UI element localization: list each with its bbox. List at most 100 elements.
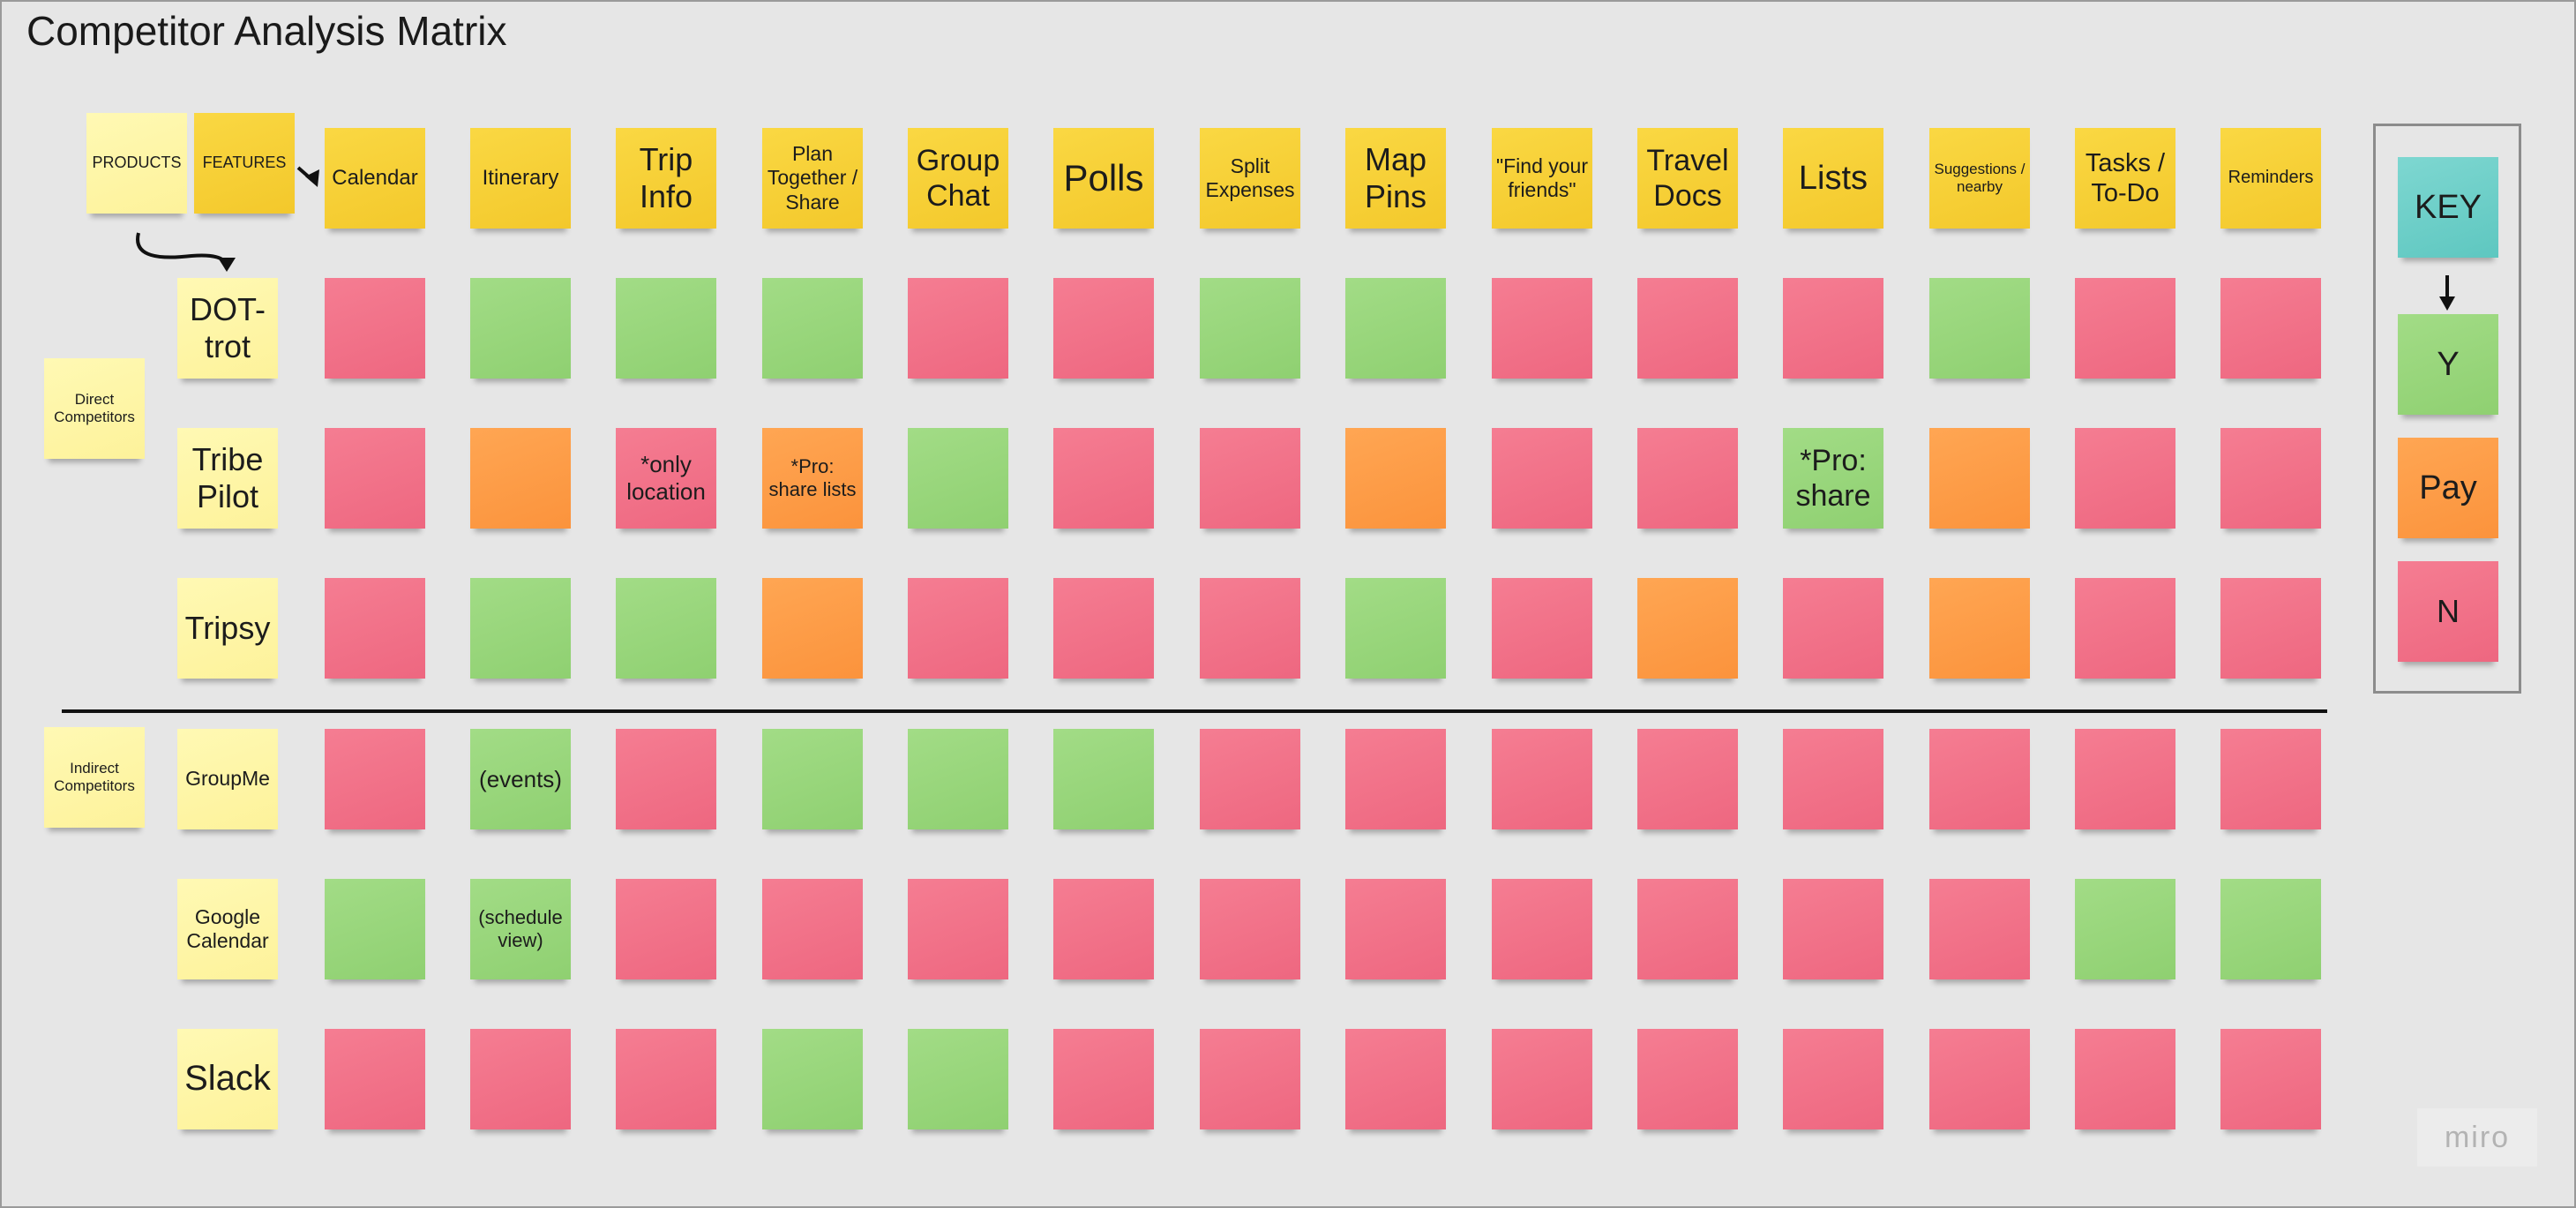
matrix-cell-groupme-trip-info[interactable]	[616, 729, 716, 829]
product-note-tribe-pilot[interactable]: Tribe Pilot	[177, 428, 278, 529]
matrix-cell-tribe-pilot-calendar[interactable]	[325, 428, 425, 529]
matrix-cell-tripsy-split-expenses[interactable]	[1200, 578, 1300, 679]
feature-header-plan-together-share[interactable]: Plan Together / Share	[762, 128, 863, 229]
matrix-cell-google-calendar-find-your-friends[interactable]	[1492, 879, 1592, 979]
matrix-cell-google-calendar-travel-docs[interactable]	[1637, 879, 1738, 979]
product-note-google-calendar[interactable]: Google Calendar	[177, 879, 278, 979]
matrix-cell-groupme-find-your-friends[interactable]	[1492, 729, 1592, 829]
matrix-cell-dot-trot-reminders[interactable]	[2220, 278, 2321, 379]
matrix-cell-tribe-pilot-suggestions-nearby[interactable]	[1929, 428, 2030, 529]
feature-header-split-expenses[interactable]: Split Expenses	[1200, 128, 1300, 229]
matrix-cell-dot-trot-itinerary[interactable]	[470, 278, 571, 379]
matrix-cell-slack-suggestions-nearby[interactable]	[1929, 1029, 2030, 1129]
feature-header-calendar[interactable]: Calendar	[325, 128, 425, 229]
matrix-cell-tripsy-travel-docs[interactable]	[1637, 578, 1738, 679]
matrix-cell-tribe-pilot-travel-docs[interactable]	[1637, 428, 1738, 529]
matrix-cell-slack-find-your-friends[interactable]	[1492, 1029, 1592, 1129]
matrix-cell-groupme-suggestions-nearby[interactable]	[1929, 729, 2030, 829]
matrix-cell-dot-trot-polls[interactable]	[1053, 278, 1154, 379]
matrix-cell-tripsy-trip-info[interactable]	[616, 578, 716, 679]
matrix-cell-dot-trot-tasks-to-do[interactable]	[2075, 278, 2175, 379]
matrix-cell-dot-trot-lists[interactable]	[1783, 278, 1883, 379]
matrix-cell-tribe-pilot-reminders[interactable]	[2220, 428, 2321, 529]
matrix-cell-tripsy-find-your-friends[interactable]	[1492, 578, 1592, 679]
matrix-cell-dot-trot-group-chat[interactable]	[908, 278, 1008, 379]
matrix-cell-tripsy-calendar[interactable]	[325, 578, 425, 679]
matrix-cell-tripsy-suggestions-nearby[interactable]	[1929, 578, 2030, 679]
feature-header-suggestions-nearby[interactable]: Suggestions / nearby	[1929, 128, 2030, 229]
matrix-cell-google-calendar-trip-info[interactable]	[616, 879, 716, 979]
matrix-cell-dot-trot-suggestions-nearby[interactable]	[1929, 278, 2030, 379]
matrix-cell-google-calendar-polls[interactable]	[1053, 879, 1154, 979]
matrix-cell-slack-reminders[interactable]	[2220, 1029, 2321, 1129]
matrix-cell-tripsy-reminders[interactable]	[2220, 578, 2321, 679]
features-label-note[interactable]: FEATURES	[194, 113, 295, 214]
matrix-cell-dot-trot-find-your-friends[interactable]	[1492, 278, 1592, 379]
matrix-cell-slack-tasks-to-do[interactable]	[2075, 1029, 2175, 1129]
product-note-slack[interactable]: Slack	[177, 1029, 278, 1129]
matrix-cell-dot-trot-map-pins[interactable]	[1345, 278, 1446, 379]
matrix-cell-tripsy-tasks-to-do[interactable]	[2075, 578, 2175, 679]
matrix-cell-groupme-reminders[interactable]	[2220, 729, 2321, 829]
feature-header-map-pins[interactable]: Map Pins	[1345, 128, 1446, 229]
matrix-cell-google-calendar-lists[interactable]	[1783, 879, 1883, 979]
matrix-cell-tribe-pilot-trip-info[interactable]: *only location	[616, 428, 716, 529]
matrix-cell-slack-itinerary[interactable]	[470, 1029, 571, 1129]
matrix-cell-tripsy-group-chat[interactable]	[908, 578, 1008, 679]
matrix-cell-tripsy-lists[interactable]	[1783, 578, 1883, 679]
matrix-cell-tribe-pilot-map-pins[interactable]	[1345, 428, 1446, 529]
matrix-cell-google-calendar-plan-together-share[interactable]	[762, 879, 863, 979]
feature-header-find-your-friends[interactable]: "Find your friends"	[1492, 128, 1592, 229]
feature-header-polls[interactable]: Polls	[1053, 128, 1154, 229]
matrix-cell-tribe-pilot-itinerary[interactable]	[470, 428, 571, 529]
matrix-cell-tribe-pilot-lists[interactable]: *Pro: share	[1783, 428, 1883, 529]
matrix-cell-tripsy-polls[interactable]	[1053, 578, 1154, 679]
matrix-cell-groupme-polls[interactable]	[1053, 729, 1154, 829]
products-label-note[interactable]: PRODUCTS	[86, 113, 187, 214]
key-item-pay[interactable]: Pay	[2398, 438, 2498, 538]
matrix-cell-tribe-pilot-group-chat[interactable]	[908, 428, 1008, 529]
matrix-cell-tripsy-plan-together-share[interactable]	[762, 578, 863, 679]
matrix-cell-slack-split-expenses[interactable]	[1200, 1029, 1300, 1129]
feature-header-tasks-to-do[interactable]: Tasks / To-Do	[2075, 128, 2175, 229]
matrix-cell-groupme-lists[interactable]	[1783, 729, 1883, 829]
matrix-cell-slack-trip-info[interactable]	[616, 1029, 716, 1129]
matrix-cell-groupme-travel-docs[interactable]	[1637, 729, 1738, 829]
feature-header-reminders[interactable]: Reminders	[2220, 128, 2321, 229]
matrix-cell-tripsy-itinerary[interactable]	[470, 578, 571, 679]
matrix-cell-dot-trot-calendar[interactable]	[325, 278, 425, 379]
matrix-cell-google-calendar-map-pins[interactable]	[1345, 879, 1446, 979]
matrix-cell-tribe-pilot-polls[interactable]	[1053, 428, 1154, 529]
direct-competitors-note[interactable]: Direct Competitors	[44, 358, 145, 459]
product-note-dot-trot[interactable]: DOT-trot	[177, 278, 278, 379]
feature-header-group-chat[interactable]: Group Chat	[908, 128, 1008, 229]
feature-header-travel-docs[interactable]: Travel Docs	[1637, 128, 1738, 229]
matrix-cell-groupme-map-pins[interactable]	[1345, 729, 1446, 829]
matrix-cell-dot-trot-travel-docs[interactable]	[1637, 278, 1738, 379]
product-note-groupme[interactable]: GroupMe	[177, 729, 278, 829]
matrix-cell-google-calendar-calendar[interactable]	[325, 879, 425, 979]
matrix-cell-groupme-group-chat[interactable]	[908, 729, 1008, 829]
matrix-cell-dot-trot-split-expenses[interactable]	[1200, 278, 1300, 379]
matrix-cell-groupme-itinerary[interactable]: (events)	[470, 729, 571, 829]
matrix-cell-slack-polls[interactable]	[1053, 1029, 1154, 1129]
matrix-cell-groupme-calendar[interactable]	[325, 729, 425, 829]
matrix-cell-tribe-pilot-plan-together-share[interactable]: *Pro: share lists	[762, 428, 863, 529]
key-title-note[interactable]: KEY	[2398, 157, 2498, 258]
product-note-tripsy[interactable]: Tripsy	[177, 578, 278, 679]
matrix-cell-slack-plan-together-share[interactable]	[762, 1029, 863, 1129]
indirect-competitors-note[interactable]: Indirect Competitors	[44, 727, 145, 828]
matrix-cell-tribe-pilot-find-your-friends[interactable]	[1492, 428, 1592, 529]
matrix-cell-groupme-plan-together-share[interactable]	[762, 729, 863, 829]
matrix-cell-slack-lists[interactable]	[1783, 1029, 1883, 1129]
matrix-cell-groupme-tasks-to-do[interactable]	[2075, 729, 2175, 829]
key-item-y[interactable]: Y	[2398, 314, 2498, 415]
matrix-cell-google-calendar-group-chat[interactable]	[908, 879, 1008, 979]
key-item-n[interactable]: N	[2398, 561, 2498, 662]
matrix-cell-google-calendar-tasks-to-do[interactable]	[2075, 879, 2175, 979]
feature-header-itinerary[interactable]: Itinerary	[470, 128, 571, 229]
matrix-cell-dot-trot-trip-info[interactable]	[616, 278, 716, 379]
matrix-cell-slack-travel-docs[interactable]	[1637, 1029, 1738, 1129]
matrix-cell-tribe-pilot-split-expenses[interactable]	[1200, 428, 1300, 529]
